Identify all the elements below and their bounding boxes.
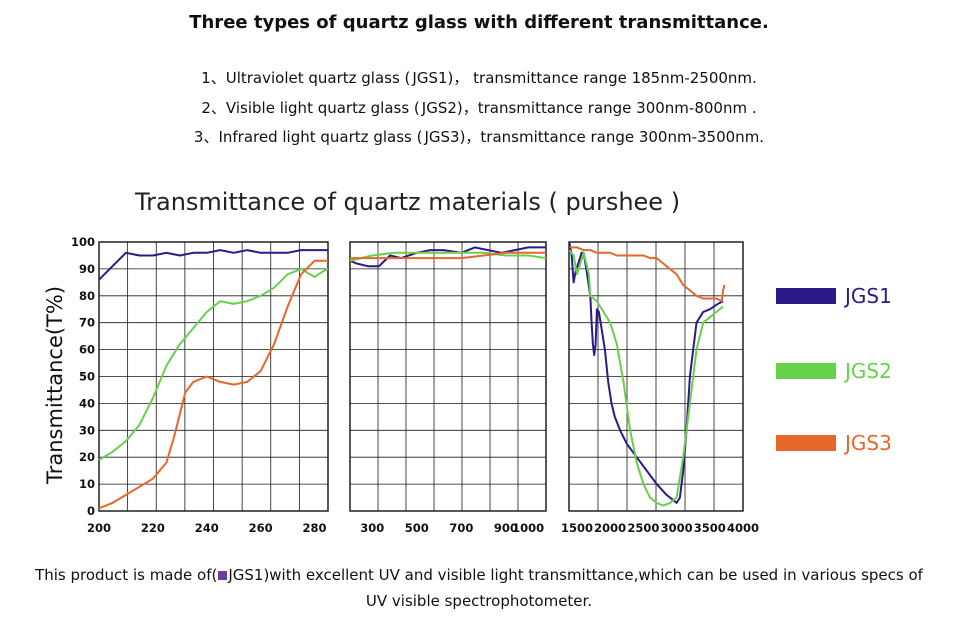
- y-tick-label: 50: [79, 370, 95, 384]
- chart-legend: JGS1 JGS2 JGS3: [776, 284, 892, 455]
- glass-type-line-3: 3、Infrared light quartz glass (JGS3)，tra…: [0, 123, 958, 153]
- x-tick-label: 900: [494, 521, 518, 535]
- y-tick-label: 0: [87, 504, 95, 518]
- y-tick-label: 80: [79, 289, 95, 303]
- page-heading: Three types of quartz glass with differe…: [189, 12, 769, 33]
- legend-label: JGS3: [843, 431, 892, 455]
- x-tick-label: 260: [249, 521, 273, 535]
- x-tick-label: 300: [360, 521, 384, 535]
- x-tick-label: 220: [141, 521, 165, 535]
- legend-label: JGS1: [843, 284, 892, 308]
- footer-note-text: JGS1)with excellent UV and visible light…: [228, 566, 923, 610]
- y-tick-label: 30: [79, 423, 95, 437]
- y-tick-label: 40: [79, 396, 95, 410]
- glass-type-line-3-text: JGS3)，transmittance range 300nm-3500nm.: [424, 128, 765, 146]
- series-line-jgs2: [349, 251, 547, 262]
- chart-panel-1: 200 220 240 260 280 0 10 20 30 40 50 60 70 80 90 100: [71, 235, 329, 535]
- footer-note: This product is made of( JGS1)with excell…: [30, 562, 928, 614]
- glass-type-line-2: 2、Visible light quartz glass (JGS2)，tran…: [0, 94, 958, 124]
- glass-type-line-3-prefix: 3、Infrared light quartz glass (: [193, 128, 423, 146]
- chart-panels: 200 220 240 260 280 0 10 20 30 40 50 60 70 80 90 100 300…: [71, 235, 759, 535]
- legend-swatch: [776, 363, 836, 379]
- y-tick-label: 70: [79, 316, 95, 330]
- x-tick-label: 700: [449, 521, 473, 535]
- panel-frame: [349, 241, 547, 512]
- series-line-jgs3: [350, 251, 546, 260]
- x-tick-label: 200: [87, 521, 111, 535]
- x-tick-label: 2000: [594, 521, 626, 535]
- footer-jgs1-swatch: [218, 571, 228, 580]
- series-line-jgs1: [98, 249, 328, 281]
- glass-type-line-2-prefix: 2、Visible light quartz glass (: [201, 98, 420, 117]
- series-line-jgs3: [98, 259, 328, 510]
- series-line-jgs2: [568, 249, 724, 507]
- x-tick-label: 240: [195, 521, 219, 535]
- y-tick-label: 20: [79, 450, 95, 464]
- x-tick-label: 1000: [512, 521, 544, 535]
- legend-item-jgs3: JGS3: [776, 431, 892, 455]
- y-tick-label: 100: [71, 235, 95, 249]
- series-line-jgs1: [349, 246, 546, 268]
- panel-frame: [98, 241, 329, 512]
- glass-type-line-2-text: JGS2)，transmittance range 300nm-800nm .: [421, 98, 757, 117]
- chart-title: Transmittance of quartz materials ( purs…: [134, 188, 680, 216]
- chart-panel-3: 1500 2000 2500 3000 3500 4000: [561, 241, 759, 535]
- panel-frame: [568, 241, 744, 512]
- legend-item-jgs2: JGS2: [776, 359, 892, 383]
- x-tick-label: 280: [303, 521, 327, 535]
- legend-swatch: [776, 288, 836, 304]
- x-tick-label: 2500: [627, 521, 659, 535]
- y-tick-label: 60: [79, 343, 95, 357]
- series-line-jgs2: [98, 267, 329, 461]
- y-axis-label: Transmittance(T%): [43, 286, 67, 485]
- series-line-jgs3: [569, 246, 726, 303]
- legend-item-jgs1: JGS1: [776, 284, 892, 308]
- series-line-jgs1: [568, 241, 724, 504]
- x-tick-label: 4000: [727, 521, 759, 535]
- y-tick-label: 90: [79, 262, 95, 276]
- glass-type-list: 1、Ultraviolet quartz glass (JGS1)， trans…: [0, 64, 958, 153]
- glass-type-line-1-text: JGS1)， transmittance range 185nm-2500nm.: [412, 69, 757, 87]
- x-tick-label: 3500: [694, 521, 726, 535]
- legend-swatch: [776, 435, 836, 451]
- y-tick-label: 10: [79, 477, 95, 491]
- x-tick-label: 3000: [661, 521, 693, 535]
- glass-type-line-1: 1、Ultraviolet quartz glass (JGS1)， trans…: [0, 64, 958, 94]
- x-tick-label: 500: [405, 521, 429, 535]
- legend-label: JGS2: [843, 359, 892, 383]
- x-tick-label: 1500: [561, 521, 593, 535]
- glass-type-line-1-prefix: 1、Ultraviolet quartz glass (: [201, 69, 411, 87]
- footer-note-prefix: This product is made of(: [35, 566, 218, 584]
